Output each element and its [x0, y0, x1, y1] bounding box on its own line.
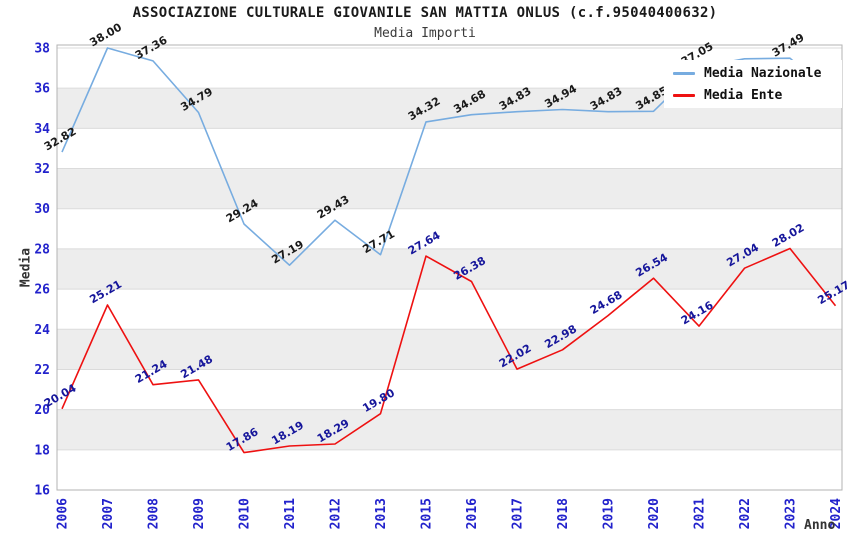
- x-tick-label: 2016: [465, 498, 480, 529]
- x-tick-label: 2015: [420, 498, 435, 529]
- chart-legend: Media Nazionale Media Ente: [664, 60, 842, 108]
- y-tick-label: 24: [34, 323, 50, 338]
- grid-band: [57, 409, 842, 450]
- x-tick-label: 2007: [101, 498, 116, 529]
- y-tick-label: 36: [34, 82, 50, 97]
- y-axis-title: Media: [18, 247, 34, 288]
- x-tick-label: 2020: [647, 498, 662, 529]
- legend-item-media-ente: Media Ente: [664, 88, 842, 103]
- y-tick-label: 26: [34, 283, 50, 298]
- y-tick-label: 18: [34, 443, 50, 458]
- x-tick-label: 2019: [602, 498, 617, 529]
- y-tick-label: 30: [34, 202, 50, 217]
- x-tick-label: 2011: [283, 498, 298, 529]
- media-nazionale-line-swatch-icon: [673, 71, 695, 75]
- chart-title: ASSOCIAZIONE CULTURALE GIOVANILE SAN MAT…: [132, 5, 718, 21]
- y-tick-label: 20: [34, 403, 50, 418]
- x-axis-title: Anno: [804, 518, 836, 533]
- x-tick-label: 2008: [147, 498, 162, 529]
- x-tick-label: 2021: [693, 498, 708, 529]
- legend-item-media-nazionale: Media Nazionale: [664, 66, 842, 81]
- data-label: 24.68: [588, 288, 625, 317]
- y-tick-label: 34: [34, 122, 50, 137]
- data-label: 28.02: [770, 221, 807, 250]
- x-tick-label: 2017: [511, 498, 526, 529]
- grid-band: [57, 168, 842, 209]
- x-tick-label: 2006: [56, 498, 71, 529]
- x-tick-label: 2012: [329, 498, 344, 529]
- data-label: 20.04: [42, 381, 79, 410]
- y-tick-label: 28: [34, 242, 50, 257]
- legend-label: Media Nazionale: [704, 65, 822, 81]
- x-tick-label: 2009: [192, 498, 207, 529]
- y-tick-label: 32: [34, 162, 50, 177]
- x-tick-label: 2010: [238, 498, 253, 529]
- x-tick-label: 2024: [829, 498, 844, 529]
- media-ente-line-swatch-icon: [673, 93, 695, 97]
- x-tick-label: 2023: [784, 498, 799, 529]
- chart-subtitle: Media Importi: [374, 26, 476, 41]
- y-tick-label: 38: [34, 42, 50, 57]
- grid-band: [57, 329, 842, 370]
- x-tick-label: 2013: [374, 498, 389, 529]
- y-tick-label: 22: [34, 363, 50, 378]
- x-tick-label: 2022: [738, 498, 753, 529]
- data-label: 24.16: [679, 299, 716, 328]
- series-line-media-ente: [61, 247, 837, 454]
- legend-label: Media Ente: [704, 87, 783, 103]
- y-tick-label: 16: [34, 484, 50, 499]
- x-tick-label: 2018: [556, 498, 571, 529]
- plot-border: [56, 44, 843, 491]
